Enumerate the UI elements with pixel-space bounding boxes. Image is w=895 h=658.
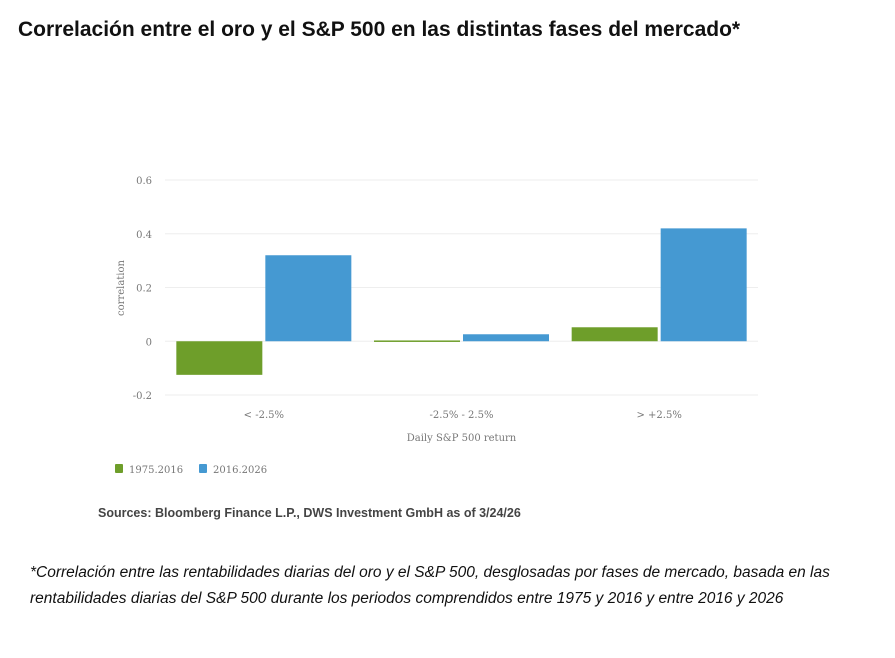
legend-swatch-1	[199, 464, 207, 473]
bar-1975.2016-0	[176, 341, 263, 375]
y-tick-label: 0.2	[136, 284, 152, 295]
bar-chart: 0.6 0.4 0.2 0 -0.2 < -2.5% -2.5% - 2.5% > +2.5%…	[115, 176, 758, 476]
x-axis-label: Daily S&P 500 return	[407, 433, 517, 444]
page-title: Correlación entre el oro y el S&P 500 en…	[18, 18, 741, 41]
x-tick-label: < -2.5%	[244, 410, 284, 421]
legend-label: 1975.2016	[129, 465, 183, 476]
bar-1975.2016-2	[571, 327, 658, 342]
y-tick-label: 0.6	[136, 176, 152, 187]
legend-swatch-0	[115, 464, 123, 473]
bar-2016.2026-1	[463, 334, 549, 342]
footnote: *Correlación entre las rentabilidades di…	[30, 564, 830, 607]
x-tick-label: -2.5% - 2.5%	[430, 410, 494, 421]
bar-2016.2026-2	[660, 228, 747, 342]
x-tick-label: > +2.5%	[636, 410, 681, 421]
bar-1975.2016-1	[374, 340, 460, 342]
y-tick-label: 0.4	[136, 230, 152, 241]
y-tick-label: 0	[146, 337, 152, 348]
y-tick-label: -0.2	[133, 391, 152, 402]
source-note: Sources: Bloomberg Finance L.P., DWS Inv…	[98, 506, 521, 520]
y-axis-label: correlation	[116, 259, 127, 315]
bar-2016.2026-0	[265, 255, 352, 342]
legend-label: 2016.2026	[213, 465, 267, 476]
